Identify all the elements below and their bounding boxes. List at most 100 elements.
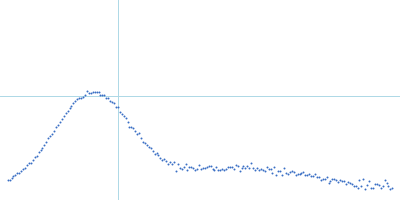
Point	[310, 175, 316, 178]
Point	[36, 150, 42, 153]
Point	[387, 187, 394, 190]
Point	[47, 134, 54, 137]
Point	[300, 171, 307, 174]
Point	[32, 155, 38, 159]
Point	[229, 165, 235, 168]
Point	[202, 166, 208, 169]
Point	[124, 120, 131, 123]
Point	[62, 111, 69, 114]
Point	[346, 182, 353, 185]
Point	[206, 164, 212, 167]
Point	[138, 136, 144, 139]
Point	[238, 166, 245, 170]
Point	[14, 172, 20, 175]
Point	[304, 173, 310, 177]
Point	[219, 167, 226, 170]
Point	[314, 175, 320, 179]
Point	[329, 177, 336, 181]
Point	[45, 137, 52, 140]
Point	[39, 146, 46, 150]
Point	[234, 164, 241, 167]
Point	[169, 163, 175, 166]
Point	[72, 100, 78, 103]
Point	[93, 90, 100, 93]
Point	[198, 167, 204, 171]
Point	[6, 178, 13, 181]
Point	[389, 186, 396, 189]
Point	[266, 168, 272, 171]
Point	[90, 90, 96, 93]
Point	[322, 177, 328, 180]
Point	[254, 167, 260, 170]
Point	[194, 167, 200, 171]
Point	[24, 163, 30, 166]
Point	[215, 169, 222, 172]
Point	[287, 171, 293, 174]
Point	[294, 172, 301, 175]
Point	[70, 102, 77, 105]
Point	[34, 154, 40, 158]
Point	[66, 107, 73, 110]
Point	[146, 145, 152, 148]
Point	[331, 177, 338, 180]
Point	[43, 141, 50, 144]
Point	[182, 162, 189, 165]
Point	[16, 171, 22, 174]
Point	[134, 132, 140, 135]
Point	[37, 149, 44, 152]
Point	[223, 167, 229, 170]
Point	[118, 112, 125, 116]
Point	[337, 178, 343, 181]
Point	[84, 89, 90, 92]
Point	[28, 161, 34, 164]
Point	[167, 161, 173, 164]
Point	[51, 129, 57, 133]
Point	[354, 186, 361, 189]
Point	[115, 106, 121, 109]
Point	[383, 181, 390, 185]
Point	[213, 166, 220, 169]
Point	[298, 171, 305, 174]
Point	[231, 167, 237, 170]
Point	[57, 120, 63, 123]
Point	[246, 166, 252, 169]
Point	[333, 179, 340, 182]
Point	[208, 164, 214, 167]
Point	[153, 151, 160, 154]
Point	[101, 93, 108, 96]
Point	[80, 96, 86, 99]
Point	[292, 174, 299, 177]
Point	[76, 96, 82, 99]
Point	[192, 168, 198, 171]
Point	[155, 153, 162, 156]
Point	[221, 168, 227, 171]
Point	[366, 180, 372, 183]
Point	[267, 168, 274, 171]
Point	[242, 167, 249, 170]
Point	[271, 166, 278, 169]
Point	[60, 114, 67, 118]
Point	[144, 143, 150, 146]
Point	[256, 168, 262, 171]
Point	[151, 152, 158, 155]
Point	[107, 99, 113, 102]
Point	[111, 102, 117, 105]
Point	[88, 91, 94, 95]
Point	[260, 168, 266, 172]
Point	[358, 184, 364, 187]
Point	[343, 182, 349, 185]
Point	[140, 140, 146, 144]
Point	[283, 172, 289, 175]
Point	[128, 125, 134, 129]
Point	[362, 188, 368, 191]
Point	[82, 94, 88, 97]
Point	[316, 175, 322, 179]
Point	[348, 182, 355, 185]
Point	[41, 143, 48, 146]
Point	[86, 91, 92, 94]
Point	[318, 178, 324, 181]
Point	[30, 158, 36, 161]
Point	[92, 91, 98, 94]
Point	[10, 175, 17, 178]
Point	[360, 177, 366, 181]
